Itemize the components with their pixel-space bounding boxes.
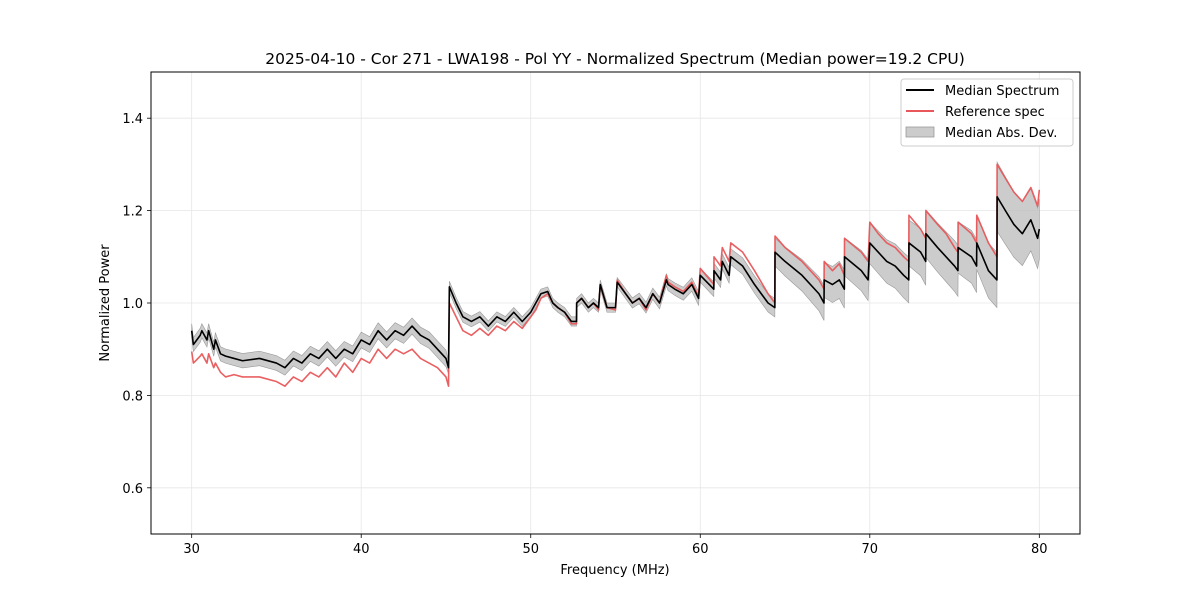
y-tick-label: 1.0 bbox=[122, 297, 143, 312]
legend-mad-swatch bbox=[905, 126, 935, 138]
legend-reference-label: Reference spec bbox=[945, 105, 1045, 120]
legend-median-label: Median Spectrum bbox=[945, 84, 1059, 99]
legend-mad-label: Median Abs. Dev. bbox=[945, 126, 1057, 141]
y-tick-label: 1.2 bbox=[122, 205, 143, 220]
x-tick-label: 50 bbox=[522, 542, 539, 557]
y-tick-label: 0.6 bbox=[122, 482, 143, 497]
legend-box bbox=[900, 78, 1074, 147]
y-axis-label: Normalized Power bbox=[98, 244, 113, 362]
x-axis-label: Frequency (MHz) bbox=[560, 563, 669, 578]
legend: Median Spectrum Reference spec Median Ab… bbox=[900, 78, 1074, 147]
plot-area bbox=[190, 160, 1041, 387]
median-spectrum-line bbox=[190, 195, 1041, 369]
x-tick-label: 70 bbox=[862, 542, 879, 557]
x-tick-label: 60 bbox=[692, 542, 709, 557]
x-tick-label: 40 bbox=[353, 542, 370, 557]
x-axis: 30 40 50 60 70 80 bbox=[183, 534, 1048, 557]
x-tick-label: 30 bbox=[183, 542, 200, 557]
mad-band bbox=[191, 160, 1040, 376]
y-tick-label: 1.4 bbox=[122, 112, 143, 127]
y-tick-label: 0.8 bbox=[122, 389, 143, 404]
x-tick-label: 80 bbox=[1031, 542, 1048, 557]
y-axis: 0.6 0.8 1.0 1.2 1.4 bbox=[122, 112, 151, 497]
chart-title: 2025-04-10 - Cor 271 - LWA198 - Pol YY -… bbox=[265, 50, 965, 68]
